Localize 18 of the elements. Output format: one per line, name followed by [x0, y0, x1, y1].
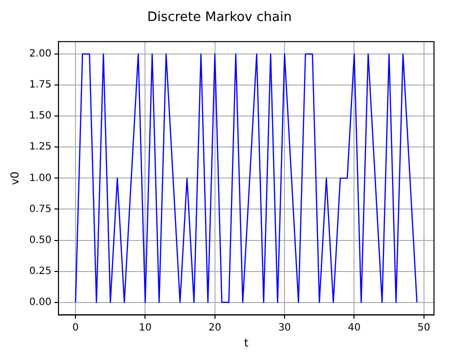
y-tick-label: 1.50	[29, 110, 52, 122]
y-tick-label: 0.25	[29, 266, 52, 277]
x-axis-title: t	[244, 336, 250, 350]
x-tick-label: 50	[418, 322, 430, 334]
x-tick-label: 20	[208, 322, 222, 334]
x-tick-label: 40	[348, 322, 361, 334]
y-tick-label: 1.75	[29, 80, 52, 91]
y-tick-label: 1.00	[29, 172, 52, 184]
y-tick-label: 2.00	[29, 48, 52, 60]
y-axis-title: v0	[8, 171, 22, 185]
y-tick-label: 1.25	[29, 142, 52, 153]
chart-title: Discrete Markov chain	[147, 10, 292, 26]
x-tick-label: 30	[278, 322, 291, 334]
x-tick-label: 10	[138, 322, 152, 334]
y-tick-label: 0.50	[29, 234, 52, 246]
y-tick-label: 0.75	[29, 204, 52, 215]
x-tick-label: 0	[72, 322, 79, 334]
y-tick-label: 0.00	[29, 296, 52, 308]
